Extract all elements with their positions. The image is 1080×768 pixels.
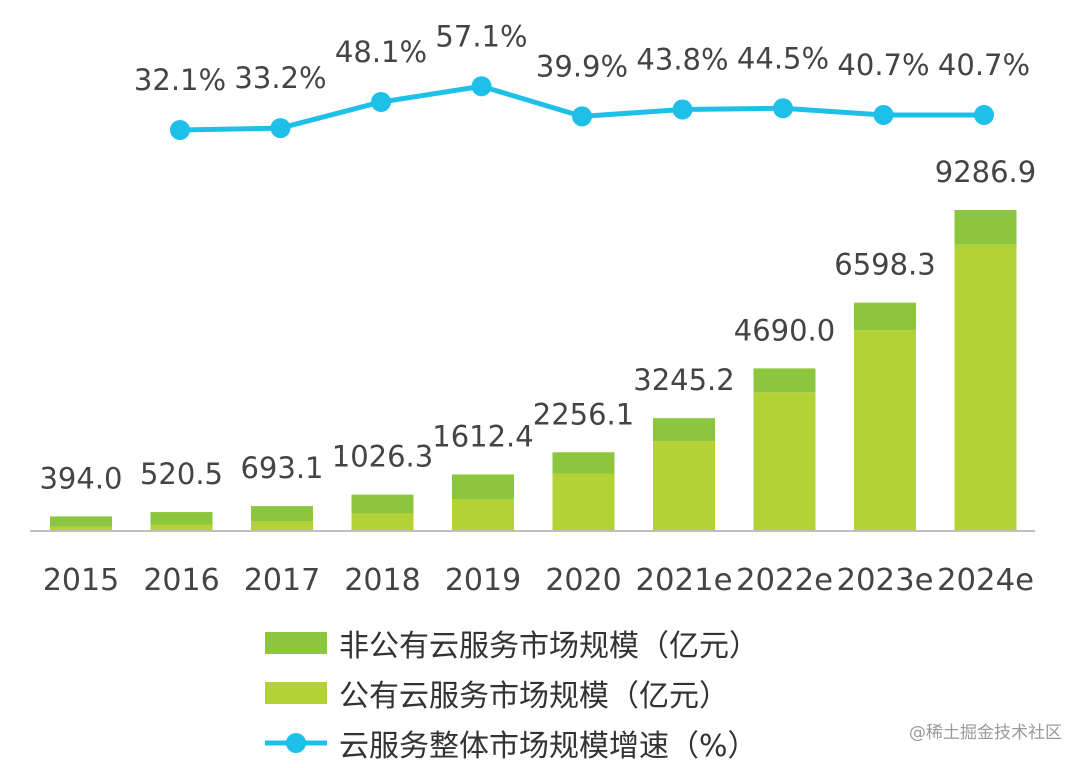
bar-nonpublic-2018 [351, 494, 414, 514]
watermark: @稀土掘金技术社区 [909, 723, 1062, 743]
total-label-2021e: 3245.2 [633, 363, 734, 397]
bar-nonpublic-2021e [653, 418, 715, 442]
legend-label-growth: 云服务整体市场规模增速（%） [339, 729, 758, 764]
bar-nonpublic-2024e [954, 210, 1017, 245]
total-label-2023e: 6598.3 [834, 248, 935, 282]
growth-point-2023e [873, 104, 894, 125]
growth-point-2022e [773, 98, 793, 119]
bar-nonpublic-2015 [50, 516, 112, 527]
x-tick-2024e: 2024e [937, 563, 1034, 598]
bar-public-2017 [251, 521, 313, 530]
legend-item-nonpublic: 非公有云服务市场规模（亿元） [265, 618, 759, 668]
legend: 非公有云服务市场规模（亿元） 公有云服务市场规模（亿元） 云服务整体市场规模增速… [265, 618, 759, 768]
growth-point-2024e [974, 104, 994, 125]
x-tick-2020: 2020 [545, 563, 621, 598]
legend-item-growth: 云服务整体市场规模增速（%） [265, 718, 759, 768]
growth-label-2017: 33.2% [234, 61, 326, 95]
growth-point-2016 [170, 120, 190, 140]
x-tick-2015: 2015 [43, 563, 119, 598]
x-tick-2021e: 2021e [636, 563, 733, 598]
growth-label-2019: 57.1% [435, 19, 527, 53]
bar-nonpublic-2020 [552, 452, 615, 474]
legend-item-public: 公有云服务市场规模（亿元） [265, 668, 759, 718]
growth-label-2021e: 43.8% [636, 43, 728, 77]
bar-public-2021e [653, 441, 715, 530]
total-label-2016: 520.5 [140, 457, 223, 491]
growth-line-group: 32.1% 33.2%48.1% 57.1%39.9% 43.8% 44.5% 40.7%… [134, 19, 1030, 140]
total-labels-group: 394.0 520.5 693.1 1026.31612.42256.13245.24… [39, 155, 1036, 495]
bar-public-2024e [954, 244, 1017, 530]
total-label-2024e: 9286.9 [935, 155, 1036, 189]
total-label-2019: 1612.4 [432, 419, 533, 453]
total-label-2022e: 4690.0 [734, 313, 835, 347]
bars-group [50, 210, 1017, 530]
bar-public-2018 [351, 513, 414, 530]
bar-nonpublic-2023e [854, 302, 916, 331]
bar-nonpublic-2017 [251, 506, 313, 522]
growth-point-2021e [672, 99, 693, 120]
growth-label-2023e: 40.7% [837, 48, 929, 82]
bar-public-2016 [150, 524, 213, 530]
bar-public-2022e [753, 392, 816, 530]
bar-nonpublic-2022e [753, 368, 816, 393]
x-tick-2016: 2016 [143, 563, 219, 598]
bar-public-2020 [552, 473, 615, 530]
x-tick-labels-group: 2015 2016 2017 2018 2019 2020 2021e 2022e 2023e 2… [43, 563, 1034, 598]
growth-label-2024e: 40.7% [938, 48, 1030, 82]
growth-label-2020: 39.9% [536, 49, 628, 83]
x-tick-2023e: 2023e [837, 563, 934, 598]
x-tick-2022e: 2022e [736, 563, 833, 598]
legend-label-nonpublic: 非公有云服务市场规模（亿元） [339, 629, 759, 664]
x-tick-2019: 2019 [445, 563, 521, 598]
legend-swatch-public [265, 682, 327, 704]
x-tick-2018: 2018 [344, 563, 420, 598]
bar-public-2019 [452, 499, 514, 530]
growth-point-2020 [572, 106, 592, 127]
growth-label-2018: 48.1% [335, 35, 427, 69]
bar-nonpublic-2019 [452, 474, 514, 500]
total-label-2018: 1026.3 [332, 440, 433, 474]
growth-point-2017 [270, 118, 291, 139]
total-label-2015: 394.0 [39, 461, 122, 495]
chart: 394.0 520.5 693.1 1026.31612.42256.13245.24… [30, 19, 1036, 598]
bar-nonpublic-2016 [150, 512, 213, 525]
total-label-2020: 2256.1 [533, 397, 634, 431]
bar-public-2015 [50, 526, 112, 530]
growth-point-2018 [371, 92, 391, 112]
legend-swatch-growth [265, 733, 327, 753]
growth-label-2016: 32.1% [134, 63, 226, 97]
x-tick-2017: 2017 [244, 563, 320, 598]
total-label-2017: 693.1 [240, 451, 323, 485]
legend-label-public: 公有云服务市场规模（亿元） [339, 679, 729, 714]
growth-label-2022e: 44.5% [737, 41, 829, 75]
growth-point-2019 [471, 76, 492, 97]
bar-public-2023e [854, 330, 916, 530]
legend-swatch-nonpublic [265, 632, 327, 654]
